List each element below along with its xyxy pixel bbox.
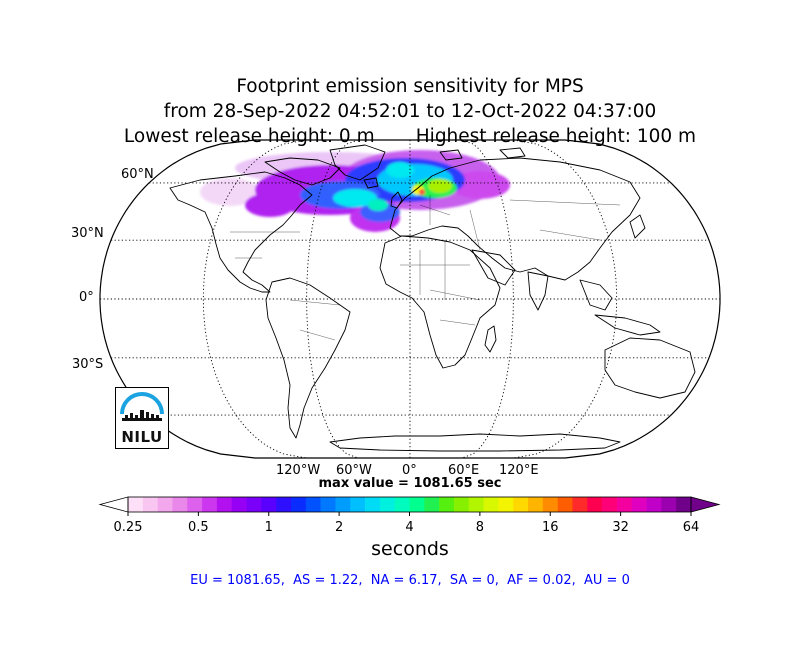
colorbar-cell — [128, 497, 144, 512]
colorbar-cell — [513, 497, 529, 512]
colorbar-cell — [572, 497, 588, 512]
meridian-line — [202, 139, 307, 459]
meridian-line — [513, 139, 618, 459]
title-line-3: Lowest release height: 0 m Highest relea… — [123, 126, 697, 147]
region-totals: EU = 1081.65, AS = 1.22, NA = 6.17, SA =… — [190, 573, 630, 588]
country-borders — [230, 195, 621, 341]
colorbar-cell — [365, 497, 381, 512]
colorbar-tick-label: 0.5 — [188, 520, 209, 535]
colorbar-cell — [616, 497, 633, 512]
colorbar-cell — [528, 497, 544, 512]
title-line-1: Footprint emission sensitivity for MPS — [236, 76, 584, 97]
colorbar-cell — [276, 497, 292, 512]
colorbar-tick-marks — [127, 512, 692, 516]
nilu-logo-text: NILU — [121, 428, 163, 446]
colorbar-tick-label: 8 — [475, 520, 485, 535]
graticule — [100, 139, 720, 459]
lat-label-30s: 30°S — [72, 357, 104, 372]
lat-label-30n: 30°N — [71, 226, 104, 241]
colorbar-cell — [587, 497, 603, 512]
colorbar-cell — [320, 497, 336, 512]
colorbar-cells — [128, 497, 692, 512]
colorbar-cell — [157, 497, 173, 512]
colorbar-cell — [453, 497, 470, 512]
colorbar-cell — [557, 497, 573, 512]
nilu-logo: NILU — [115, 387, 169, 449]
lat-label-0: 0° — [79, 290, 94, 305]
colorbar-cell — [631, 497, 647, 512]
colorbar-tick-label: 32 — [612, 520, 629, 535]
colorbar-cell — [305, 497, 321, 512]
colorbar-cell — [646, 497, 662, 512]
colorbar-cell — [187, 497, 203, 512]
colorbar-cell — [231, 497, 247, 512]
colorbar-extend-max — [690, 496, 721, 513]
lon-label-0: 0° — [402, 463, 417, 478]
colorbar-cell — [439, 497, 455, 512]
meridian-line — [306, 139, 359, 459]
max-value-label: max value = 1081.65 sec — [318, 476, 502, 491]
colorbar-cell — [424, 497, 440, 512]
colorbar-cell — [483, 497, 499, 512]
colorbar-cell — [216, 497, 233, 512]
colorbar-tick-label: 0.25 — [113, 520, 143, 535]
meridian-line — [461, 139, 514, 459]
colorbar-cell — [676, 497, 692, 512]
colorbar-tick-label: 64 — [682, 520, 700, 535]
colorbar-cell — [335, 497, 351, 512]
colorbar-cell — [202, 497, 218, 512]
map-boundary — [99, 139, 721, 459]
colorbar-cell — [172, 497, 188, 512]
colorbar-tick-label: 2 — [334, 520, 344, 535]
colorbar-cell — [661, 497, 677, 512]
colorbar-cell — [468, 497, 484, 512]
colorbar-tick-label: 1 — [264, 520, 273, 535]
nilu-logo-icon — [120, 392, 164, 421]
colorbar-cell — [409, 497, 425, 512]
colorbar-unit-label: seconds — [371, 538, 449, 560]
colorbar-cell — [498, 497, 514, 512]
colorbar-tick-label: 4 — [405, 520, 414, 535]
colorbar-tick-label: 16 — [541, 520, 559, 535]
lon-label-120w: 120°W — [276, 463, 321, 478]
colorbar-cell — [261, 497, 277, 512]
colorbar-cell — [542, 497, 558, 512]
colorbar-cell — [602, 497, 618, 512]
colorbar-cell — [394, 497, 410, 512]
land-outlines — [169, 144, 719, 452]
lat-label-60n: 60°N — [121, 167, 154, 182]
title-line-2: from 28-Sep-2022 04:52:01 to 12-Oct-2022… — [163, 101, 657, 122]
colorbar-cell — [379, 497, 395, 512]
lon-label-60w: 60°W — [336, 463, 372, 478]
colorbar-cell — [142, 497, 158, 512]
lon-label-120e: 120°E — [499, 463, 539, 478]
lon-label-60e: 60°E — [448, 463, 480, 478]
colorbar-cell — [290, 497, 307, 512]
colorbar-cell — [246, 497, 262, 512]
figure-title: Footprint emission sensitivity for MPS f… — [0, 74, 800, 149]
colorbar-cell — [350, 497, 366, 512]
colorbar-extend-min — [98, 496, 129, 513]
